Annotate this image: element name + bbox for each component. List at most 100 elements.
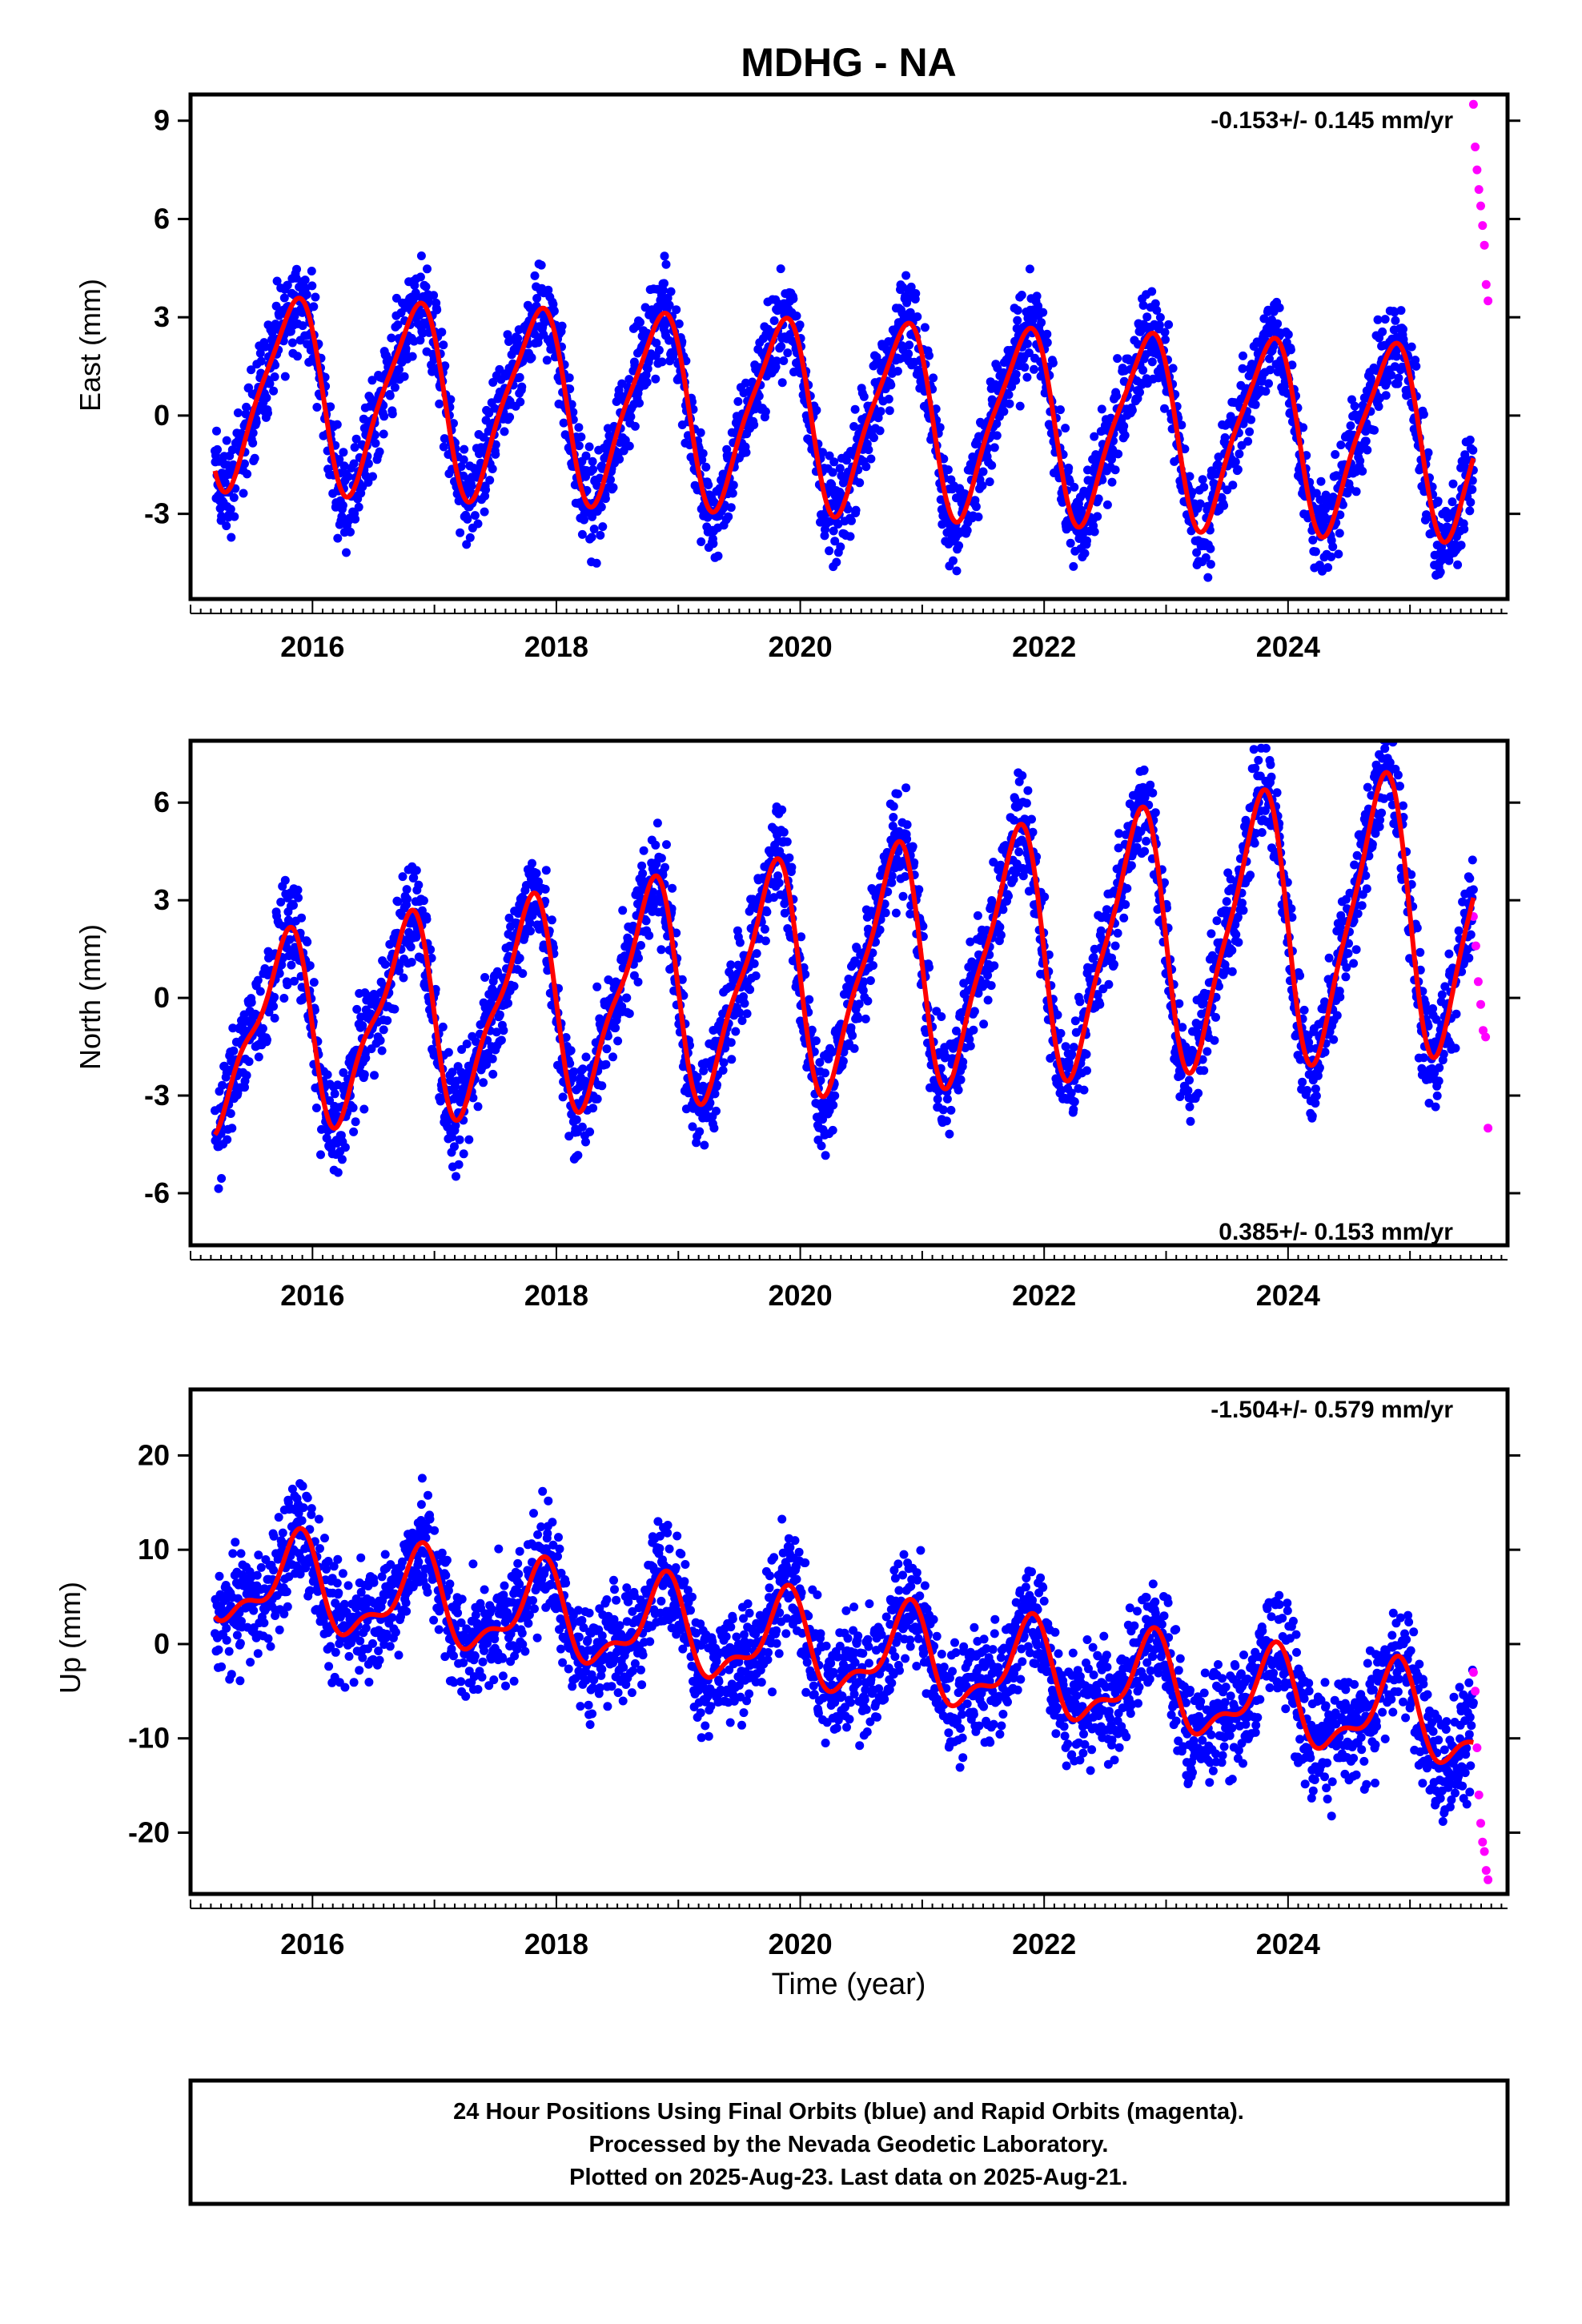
- east-final-point: [1361, 436, 1371, 446]
- east-final-point: [410, 280, 420, 290]
- north-final-point: [468, 1093, 478, 1103]
- north-final-point: [996, 931, 1006, 940]
- east-final-point: [337, 512, 347, 521]
- east-final-point: [312, 403, 322, 412]
- north-final-point: [247, 998, 256, 1007]
- east-final-point: [213, 444, 222, 454]
- north-final-point: [1082, 1066, 1091, 1076]
- east-final-point: [379, 412, 389, 421]
- east-final-point: [589, 525, 599, 534]
- east-final-point: [1082, 536, 1091, 545]
- east-final-point: [456, 462, 466, 472]
- east-final-point: [1004, 390, 1014, 400]
- east-final-point: [666, 287, 676, 296]
- north-final-point: [1027, 814, 1036, 824]
- east-final-point: [876, 407, 885, 416]
- east-y-tick-label: 9: [154, 104, 170, 137]
- east-final-point: [665, 336, 674, 345]
- east-model-fit-line: [212, 296, 1476, 545]
- north-final-point: [639, 846, 648, 855]
- east-final-point: [769, 316, 779, 325]
- east-final-point: [624, 375, 634, 384]
- east-final-point: [212, 426, 221, 436]
- east-final-point: [581, 451, 591, 460]
- east-final-point: [1468, 485, 1477, 494]
- east-final-point: [615, 454, 624, 464]
- north-final-point: [569, 1067, 579, 1076]
- north-final-point: [721, 1043, 730, 1053]
- east-x-tick-label: 2018: [524, 630, 588, 663]
- north-final-point: [861, 1014, 870, 1023]
- east-final-point: [1219, 501, 1229, 510]
- north-final-point: [742, 1009, 752, 1019]
- east-final-point: [432, 305, 442, 315]
- north-final-point: [521, 881, 531, 890]
- north-final-point: [966, 1041, 975, 1051]
- north-final-point: [990, 961, 999, 971]
- east-final-point: [904, 349, 913, 359]
- north-final-point: [323, 1070, 332, 1080]
- north-final-point: [652, 859, 661, 869]
- east-rapid-point: [1480, 240, 1489, 250]
- east-final-point: [371, 430, 379, 440]
- north-final-point: [677, 975, 687, 984]
- east-final-point: [1261, 387, 1271, 396]
- east-final-point: [1245, 427, 1255, 436]
- north-final-point: [561, 1033, 571, 1042]
- east-final-point: [226, 505, 235, 514]
- east-final-point: [952, 566, 962, 576]
- east-final-point: [1311, 547, 1320, 557]
- north-final-point: [774, 879, 784, 887]
- east-final-point: [789, 294, 798, 304]
- north-final-point: [891, 908, 901, 918]
- east-final-point: [230, 512, 239, 521]
- east-final-point: [911, 289, 921, 298]
- east-rate-annotation: -0.153+/- 0.145 mm/yr: [1211, 107, 1453, 134]
- east-final-point: [1448, 479, 1458, 489]
- east-final-point: [1466, 497, 1476, 507]
- east-final-point: [1180, 444, 1190, 454]
- north-final-point: [577, 1122, 587, 1132]
- east-final-point: [1015, 401, 1025, 411]
- north-final-point: [1004, 891, 1013, 901]
- east-final-point: [371, 439, 380, 448]
- east-final-point: [248, 438, 258, 448]
- east-final-point: [240, 459, 249, 468]
- north-final-point: [419, 896, 428, 906]
- north-final-point: [592, 1094, 602, 1104]
- east-final-point: [978, 467, 988, 476]
- north-final-point: [515, 954, 524, 963]
- north-final-point: [385, 939, 395, 949]
- north-final-point: [450, 1142, 459, 1152]
- north-final-point: [228, 1023, 238, 1033]
- east-final-point: [437, 328, 447, 337]
- east-final-point: [643, 364, 652, 373]
- east-final-point: [1407, 342, 1416, 352]
- north-final-point: [479, 1078, 488, 1088]
- north-final-point: [258, 1023, 267, 1033]
- north-final-point: [540, 884, 550, 894]
- east-final-point: [818, 448, 827, 457]
- north-final-point: [217, 1174, 227, 1183]
- north-final-point: [361, 1053, 371, 1063]
- north-scatter-layer: [211, 741, 1493, 1193]
- east-final-point: [439, 442, 448, 452]
- east-final-point: [939, 454, 949, 464]
- east-final-point: [542, 356, 552, 365]
- east-final-point: [1327, 552, 1336, 561]
- north-final-point: [618, 906, 628, 915]
- east-final-point: [1058, 497, 1067, 507]
- east-final-point: [845, 532, 855, 541]
- east-final-point: [222, 436, 231, 445]
- east-final-point: [1411, 361, 1421, 371]
- east-final-point: [1331, 450, 1340, 459]
- east-final-point: [836, 542, 845, 552]
- north-final-point: [339, 1068, 348, 1077]
- east-final-point: [1391, 352, 1401, 361]
- east-final-point: [385, 391, 395, 400]
- north-final-point: [240, 1083, 249, 1092]
- east-final-point: [440, 434, 449, 444]
- north-final-point: [889, 802, 898, 811]
- east-final-point: [1374, 402, 1383, 412]
- east-final-point: [606, 475, 615, 485]
